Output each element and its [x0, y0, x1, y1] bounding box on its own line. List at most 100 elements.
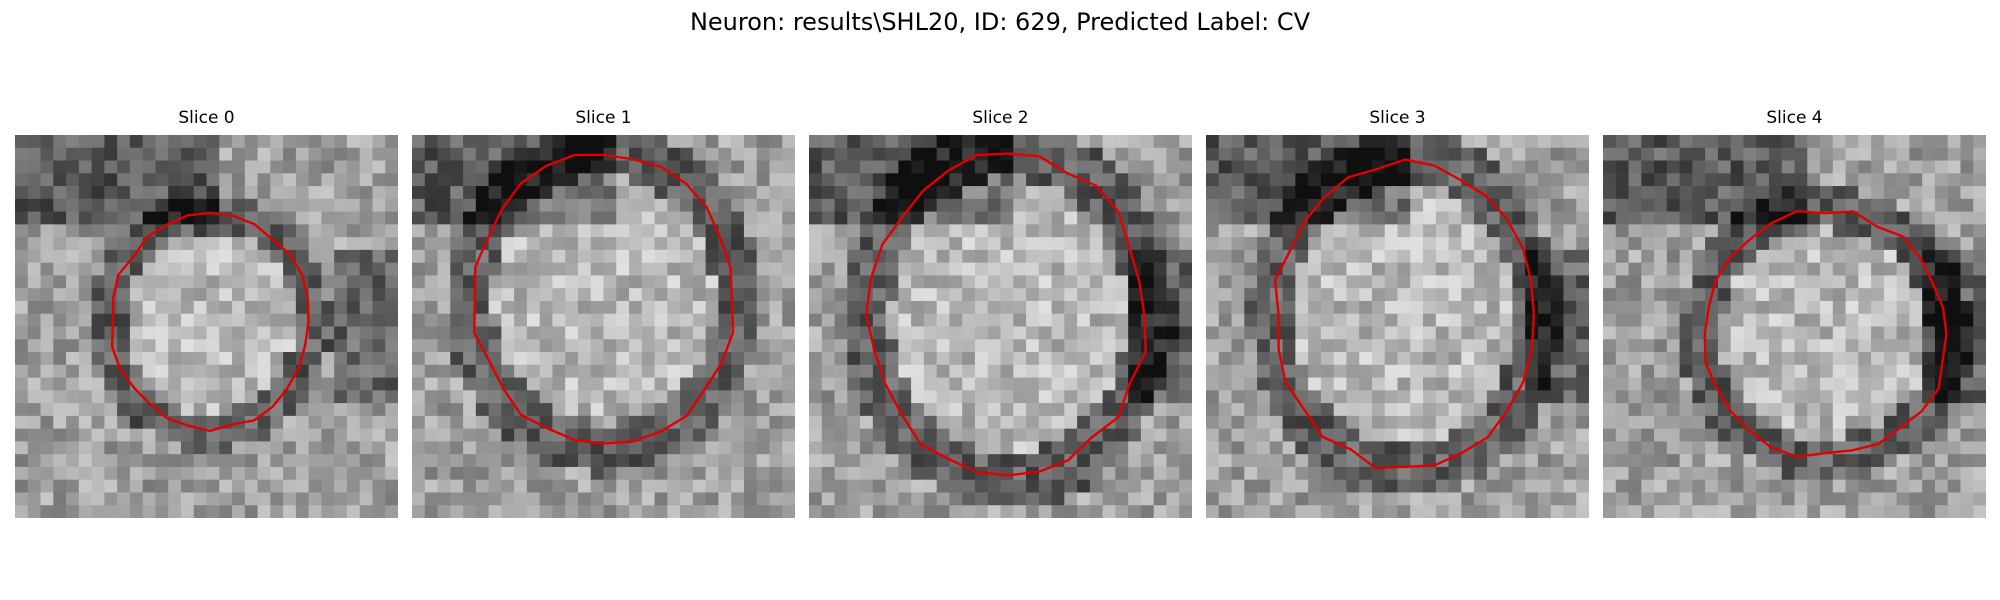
pixel-cell: [1384, 364, 1399, 379]
pixel-cell: [1153, 275, 1168, 289]
pixel-cell: [872, 403, 887, 417]
pixel-cell: [1883, 339, 1898, 353]
pixel-cell: [1064, 288, 1078, 302]
pixel-cell: [117, 326, 131, 340]
pixel-cell: [1064, 466, 1078, 481]
pixel-cell: [488, 173, 502, 187]
pixel-cell: [359, 198, 374, 213]
pixel-cell: [1000, 211, 1014, 225]
pixel-cell: [1896, 364, 1910, 379]
pixel-cell: [450, 198, 464, 213]
pixel-cell: [129, 326, 144, 340]
pixel-cell: [346, 211, 361, 225]
pixel-cell: [1166, 249, 1180, 264]
pixel-cell: [1166, 198, 1180, 213]
pixel-cell: [1603, 160, 1617, 174]
pixel-cell: [1563, 505, 1577, 518]
pixel-cell: [1206, 249, 1220, 264]
pixel-cell: [1244, 364, 1258, 379]
pixel-cell: [834, 224, 848, 238]
pixel-cell: [475, 147, 490, 162]
pixel-cell: [53, 237, 67, 251]
pixel-cell: [1000, 492, 1014, 506]
pixel-cell: [1654, 415, 1668, 430]
pixel-cell: [1435, 249, 1450, 264]
pixel-cell: [974, 300, 989, 315]
pixel-cell: [1603, 466, 1617, 481]
pixel-cell: [1153, 454, 1168, 468]
pixel-cell: [117, 441, 131, 455]
pixel-cell: [1448, 211, 1462, 225]
pixel-cell: [1231, 364, 1245, 379]
pixel-cell: [155, 249, 169, 264]
pixel-cell: [1858, 313, 1872, 328]
pixel-cell: [1397, 198, 1411, 213]
pixel-cell: [1973, 364, 1986, 379]
pixel-cell: [475, 186, 490, 200]
pixel-cell: [565, 479, 579, 494]
pixel-cell: [1359, 441, 1373, 455]
pixel-cell: [1896, 352, 1910, 366]
pixel-cell: [1333, 428, 1348, 442]
pixel-cell: [1845, 492, 1859, 506]
pixel-cell: [641, 390, 656, 404]
pixel-cell: [885, 441, 899, 455]
pixel-cell: [1832, 237, 1847, 251]
pixel-cell: [1641, 505, 1655, 518]
pixel-cell: [1166, 377, 1180, 391]
pixel-cell: [1960, 390, 1974, 404]
pixel-cell: [1845, 454, 1859, 468]
pixel-cell: [885, 454, 899, 468]
pixel-cell: [769, 364, 783, 379]
pixel-cell: [295, 262, 310, 277]
pixel-cell: [923, 262, 938, 277]
pixel-cell: [1654, 224, 1668, 238]
pixel-cell: [1474, 237, 1488, 251]
pixel-cell: [1781, 173, 1796, 187]
pixel-cell: [1641, 160, 1655, 174]
pixel-cell: [1807, 364, 1821, 379]
pixel-cell: [1960, 415, 1974, 430]
pixel-cell: [1883, 454, 1898, 468]
pixel-cell: [1089, 403, 1104, 417]
pixel-cell: [1807, 198, 1821, 213]
pixel-cell: [1384, 198, 1399, 213]
pixel-cell: [168, 466, 182, 481]
pixel-cell: [270, 186, 284, 200]
pixel-cell: [756, 415, 771, 430]
pixel-cell: [385, 300, 398, 315]
pixel-cell: [1295, 466, 1309, 481]
pixel-cell: [295, 492, 310, 506]
pixel-cell: [1064, 390, 1078, 404]
pixel-cell: [1102, 505, 1116, 518]
pixel-cell: [629, 326, 643, 340]
pixel-cell: [488, 147, 502, 162]
pixel-cell: [104, 390, 118, 404]
pixel-cell: [769, 415, 783, 430]
pixel-cell: [1269, 479, 1284, 494]
pixel-cell: [475, 364, 490, 379]
pixel-cell: [180, 441, 195, 455]
pixel-cell: [949, 275, 963, 289]
pixel-cell: [1435, 492, 1450, 506]
pixel-cell: [1781, 403, 1796, 417]
pixel-cell: [731, 147, 745, 162]
pixel-cell: [1397, 313, 1411, 328]
pixel-cell: [1461, 198, 1475, 213]
pixel-cell: [769, 186, 783, 200]
pixel-cell: [206, 160, 220, 174]
pixel-cell: [705, 186, 719, 200]
pixel-cell: [1384, 479, 1399, 494]
pixel-cell: [1973, 339, 1986, 353]
pixel-cell: [142, 428, 157, 442]
pixel-cell: [526, 403, 541, 417]
pixel-cell: [1359, 224, 1373, 238]
pixel-cell: [1474, 479, 1488, 494]
pixel-cell: [463, 313, 477, 328]
pixel-cell: [616, 505, 630, 518]
pixel-cell: [680, 275, 694, 289]
pixel-cell: [1153, 198, 1168, 213]
pixel-cell: [359, 275, 374, 289]
pixel-cell: [1179, 173, 1192, 187]
pixel-cell: [743, 275, 758, 289]
